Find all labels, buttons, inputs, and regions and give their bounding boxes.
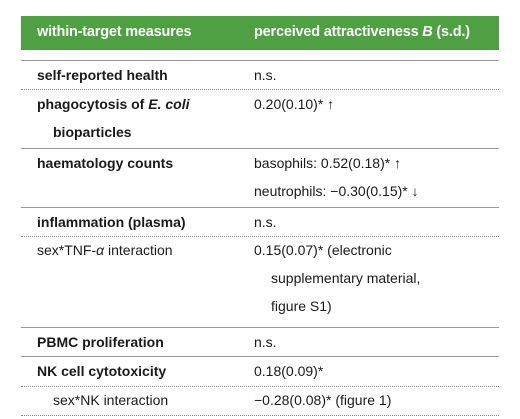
value-sex-tnf-line3: figure S1) [271,298,332,314]
measure-sex-tnf-interaction: sex*TNF-α interaction [37,242,173,258]
value-neutrophils: neutrophils: −0.30(0.15)* ↓ [254,183,419,199]
measure-inflammation-plasma: inflammation (plasma) [37,214,186,230]
value-sex-nk-interaction: −0.28(0.08)* (figure 1) [254,392,392,408]
measure-phagocytosis-species: E. coli [148,96,190,112]
greek-alpha: α [96,242,105,258]
value-sex-tnf-line2: supplementary material, [271,270,421,286]
value-pbmc-proliferation: n.s. [254,334,277,350]
header-col2-suffix: (s.d.) [432,24,470,40]
row-divider [21,89,499,90]
measure-phagocytosis-line2: bioparticles [53,124,132,140]
row-divider [21,148,499,149]
header-within-target-measures: within-target measures [37,24,192,40]
row-divider [21,207,499,208]
row-divider [21,356,499,357]
row-divider [21,60,499,61]
measure-sex-nk-interaction: sex*NK interaction [53,392,169,408]
measure-self-reported-health: self-reported health [37,67,168,83]
measure-phagocytosis: phagocytosis of E. coli [37,96,189,112]
header-perceived-attractiveness: perceived attractiveness B (s.d.) [254,24,470,40]
row-divider [21,236,499,237]
header-col2-prefix: perceived attractiveness [254,24,423,40]
measure-sex-tnf-prefix: sex*TNF- [37,242,97,258]
measure-nk-cell-cytotoxicity: NK cell cytotoxicity [37,363,167,379]
row-divider [21,415,499,416]
value-self-reported-health: n.s. [254,67,277,83]
value-nk-cell-cytotoxicity: 0.18(0.09)* [254,363,324,379]
measure-haematology-counts: haematology counts [37,155,174,171]
value-phagocytosis: 0.20(0.10)* ↑ [254,96,335,112]
value-basophils: basophils: 0.52(0.18)* ↑ [254,155,402,171]
table-header: within-target measures perceived attract… [21,16,499,50]
row-divider [21,327,499,328]
value-inflammation-plasma: n.s. [254,214,277,230]
header-col2-variable: B [422,24,433,40]
row-divider [21,386,499,387]
measure-phagocytosis-prefix: phagocytosis of [37,96,149,112]
measure-pbmc-proliferation: PBMC proliferation [37,334,164,350]
value-sex-tnf-line1: 0.15(0.07)* (electronic [254,242,392,258]
measure-sex-tnf-suffix: interaction [104,242,173,258]
